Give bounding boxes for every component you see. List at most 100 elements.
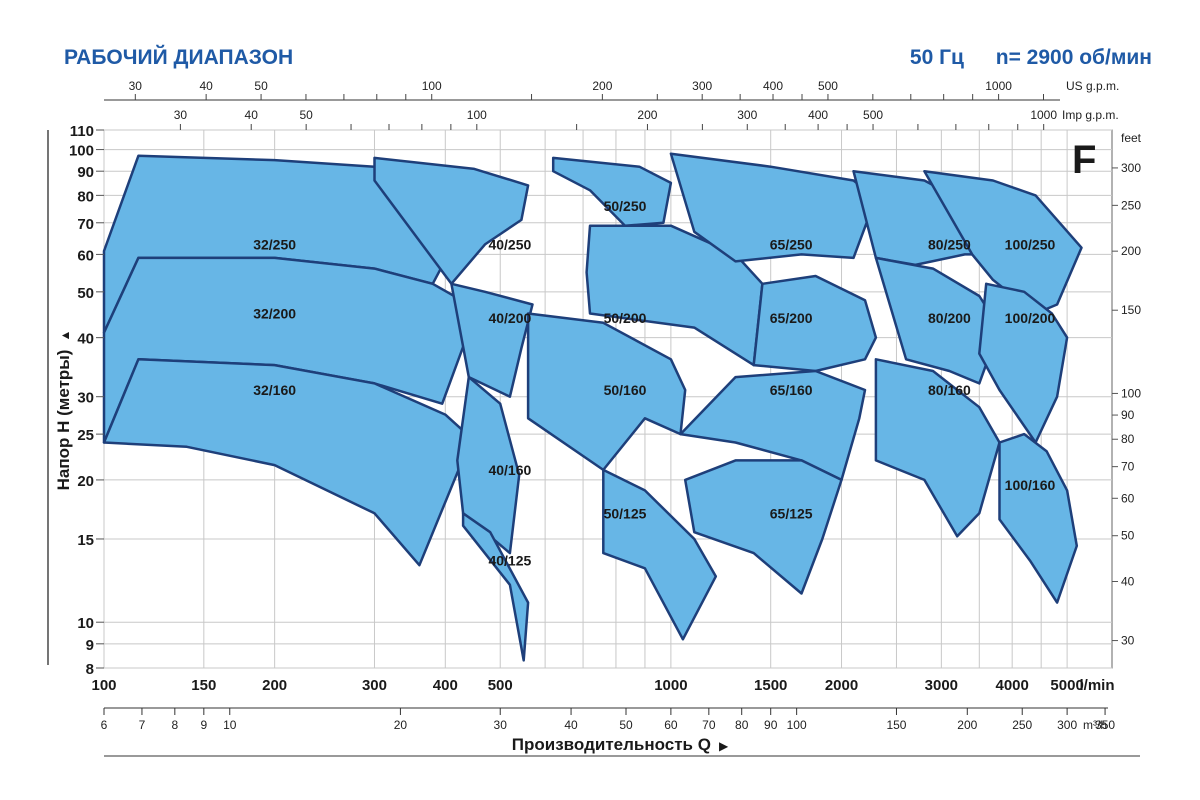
x-tick-label: 4000 bbox=[995, 677, 1028, 694]
imp-gpm-tick-label: 200 bbox=[637, 108, 657, 122]
imp-gpm-tick-label: 500 bbox=[863, 108, 883, 122]
us-gpm-tick-label: 1000 bbox=[985, 79, 1012, 93]
us-gpm-unit-label: US g.p.m. bbox=[1066, 79, 1119, 93]
m3h-tick-label: 300 bbox=[1057, 718, 1077, 732]
x-tick-label: 400 bbox=[433, 677, 458, 694]
x-tick-label: 200 bbox=[262, 677, 287, 694]
y-tick-label: 30 bbox=[77, 390, 94, 407]
imp-gpm-tick-label: 1000 bbox=[1030, 108, 1057, 122]
y-tick-label: 20 bbox=[77, 473, 94, 490]
us-gpm-tick-label: 200 bbox=[592, 79, 612, 93]
us-gpm-tick-label: 400 bbox=[763, 79, 783, 93]
series-letter: F bbox=[1072, 138, 1097, 182]
feet-tick-label: 40 bbox=[1121, 575, 1135, 589]
imp-gpm-tick-label: 400 bbox=[808, 108, 828, 122]
y-tick-label: 9 bbox=[86, 637, 94, 654]
region-label-32-200: 32/200 bbox=[253, 305, 296, 321]
region-50-125 bbox=[602, 468, 718, 641]
y-tick-label: 90 bbox=[77, 164, 94, 181]
region-label-40-250: 40/250 bbox=[488, 236, 531, 252]
imp-gpm-tick-label: 300 bbox=[737, 108, 757, 122]
feet-tick-label: 200 bbox=[1121, 244, 1141, 258]
imp-gpm-tick-label: 50 bbox=[299, 108, 313, 122]
page-title: РАБОЧИЙ ДИАПАЗОН bbox=[64, 46, 294, 69]
y-axis-title: Напор H (метры)▲ bbox=[54, 329, 73, 491]
x-tick-label: 500 bbox=[488, 677, 513, 694]
region-label-65-160: 65/160 bbox=[770, 382, 813, 398]
region-label-50-125: 50/125 bbox=[604, 505, 647, 521]
y-tick-label: 80 bbox=[77, 188, 94, 205]
region-65-200 bbox=[752, 274, 878, 373]
feet-tick-label: 90 bbox=[1121, 408, 1135, 422]
x-tick-label: 2000 bbox=[825, 677, 858, 694]
m3h-tick-label: 20 bbox=[394, 718, 408, 732]
m3h-tick-label: 9 bbox=[200, 718, 207, 732]
m3h-tick-label: 80 bbox=[735, 718, 749, 732]
region-100-250 bbox=[923, 169, 1083, 315]
us-gpm-tick-label: 30 bbox=[129, 79, 143, 93]
imp-gpm-tick-label: 30 bbox=[174, 108, 188, 122]
x-tick-label: 1000 bbox=[654, 677, 687, 694]
y-tick-label: 50 bbox=[77, 285, 94, 302]
y-tick-label: 25 bbox=[77, 427, 94, 444]
region-80-160 bbox=[874, 358, 1001, 538]
feet-tick-label: 80 bbox=[1121, 432, 1135, 446]
us-gpm-tick-label: 50 bbox=[254, 79, 268, 93]
region-label-50-160: 50/160 bbox=[604, 382, 647, 398]
feet-tick-label: 70 bbox=[1121, 460, 1135, 474]
feet-tick-label: 250 bbox=[1121, 198, 1141, 212]
frequency-label: 50 Гц bbox=[909, 46, 964, 69]
m3h-tick-label: 200 bbox=[957, 718, 977, 732]
feet-tick-label: 300 bbox=[1121, 161, 1141, 175]
x-tick-label: 1500 bbox=[754, 677, 787, 694]
m3h-tick-label: 7 bbox=[139, 718, 146, 732]
region-40-125 bbox=[461, 512, 530, 662]
us-gpm-tick-label: 500 bbox=[818, 79, 838, 93]
region-label-32-160: 32/160 bbox=[253, 382, 296, 398]
m3h-tick-label: 350 bbox=[1095, 718, 1115, 732]
y-tick-label: 8 bbox=[86, 661, 94, 678]
x-axis-title: Производительность Q ▶ bbox=[511, 735, 729, 754]
x-tick-label: 3000 bbox=[925, 677, 958, 694]
m3h-tick-label: 250 bbox=[1012, 718, 1032, 732]
m3h-tick-label: 6 bbox=[101, 718, 108, 732]
m3h-tick-label: 90 bbox=[764, 718, 778, 732]
region-40-160 bbox=[456, 375, 521, 555]
region-65-250 bbox=[669, 152, 878, 263]
region-100-160 bbox=[998, 432, 1079, 604]
region-100-200 bbox=[978, 282, 1069, 444]
region-label-80-160: 80/160 bbox=[928, 382, 971, 398]
region-65-125 bbox=[683, 459, 843, 595]
speed-info: 50 Гц n= 2900 об/мин bbox=[884, 46, 1152, 70]
imp-gpm-unit-label: Imp g.p.m. bbox=[1062, 108, 1119, 122]
region-label-40-200: 40/200 bbox=[488, 310, 531, 326]
m3h-tick-label: 10 bbox=[223, 718, 237, 732]
us-gpm-tick-label: 40 bbox=[199, 79, 213, 93]
y-tick-label: 60 bbox=[77, 247, 94, 264]
region-label-40-160: 40/160 bbox=[488, 462, 531, 478]
region-label-65-250: 65/250 bbox=[770, 236, 813, 252]
y-tick-label: 100 bbox=[69, 143, 94, 160]
feet-tick-label: 60 bbox=[1121, 491, 1135, 505]
region-50-250 bbox=[551, 156, 673, 227]
x-tick-label: 100 bbox=[91, 677, 116, 694]
x-tick-label: 5000 bbox=[1050, 677, 1083, 694]
region-label-100-160: 100/160 bbox=[1005, 477, 1056, 493]
region-65-160 bbox=[679, 369, 867, 482]
y-tick-label: 70 bbox=[77, 216, 94, 233]
region-label-65-200: 65/200 bbox=[770, 310, 813, 326]
m3h-unit-label: m³/h bbox=[1083, 718, 1107, 732]
speed-label: n= 2900 об/мин bbox=[995, 46, 1152, 69]
region-label-80-250: 80/250 bbox=[928, 236, 971, 252]
y-tick-label: 10 bbox=[77, 615, 94, 632]
region-label-65-125: 65/125 bbox=[770, 505, 813, 521]
region-40-250 bbox=[373, 156, 530, 286]
region-label-100-250: 100/250 bbox=[1005, 236, 1056, 252]
m3h-tick-label: 30 bbox=[494, 718, 508, 732]
feet-tick-label: 100 bbox=[1121, 386, 1141, 400]
y-tick-label: 40 bbox=[77, 331, 94, 348]
feet-tick-label: 150 bbox=[1121, 303, 1141, 317]
x-tick-label: 150 bbox=[191, 677, 216, 694]
m3h-tick-label: 60 bbox=[664, 718, 678, 732]
us-gpm-tick-label: 300 bbox=[692, 79, 712, 93]
